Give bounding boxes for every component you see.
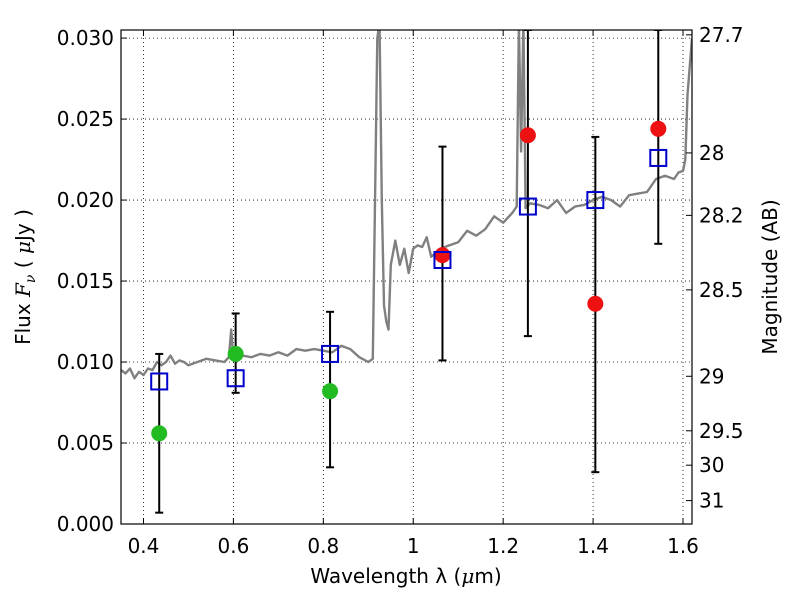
x-tick-label: 0.8 (307, 534, 339, 558)
plot-frame (120, 29, 693, 525)
model-flux-square (226, 369, 245, 388)
model-flux-square (433, 250, 452, 269)
y-tick-label: 0.015 (57, 269, 114, 293)
tick-layer: 0.4 0.6 0.8 1 1.2 1.4 1.6 0.000 0.005 0.010 0.015 0… (57, 23, 744, 558)
photometry-point (322, 383, 339, 400)
y2-tick-label: 31 (699, 489, 724, 513)
y2-tick-label: 28.2 (699, 203, 744, 227)
y-tick-label: 0.010 (57, 350, 114, 374)
model-spectrum-line (121, 30, 692, 380)
y2-tick-label: 27.7 (699, 23, 744, 47)
x-axis-title-mu: μ (461, 564, 474, 588)
x-tick-label: 0.6 (217, 534, 249, 558)
model-flux-square (321, 344, 340, 363)
model-flux-square (649, 148, 668, 167)
x-tick-label: 0.4 (128, 534, 160, 558)
y-tick-label: 0.005 (57, 431, 114, 455)
photometry-point (650, 120, 667, 137)
x-axis-title: Wavelength λ (μm) (310, 564, 501, 588)
y2-tick-label: 28.5 (699, 278, 744, 302)
photometry-point (227, 345, 244, 362)
model-flux-square (586, 191, 605, 210)
photometry-point (587, 295, 604, 312)
spectrum-layer (121, 30, 692, 380)
y2-tick-label: 30 (699, 453, 724, 477)
y2-tick-label: 28 (699, 141, 724, 165)
y-tick-label: 0.025 (57, 107, 114, 131)
y-axis-title-subscript: ν (23, 274, 39, 283)
x-tick-label: 1 (407, 534, 420, 558)
y-axis-title: Flux Fν ( μJy ) (11, 209, 39, 345)
model-flux-square (150, 372, 169, 391)
y-axis-title-unit: Jy ) (11, 209, 35, 243)
photometry-point (519, 127, 536, 144)
y-axis-title-prefix: Flux (11, 297, 35, 345)
y-tick-label: 0.030 (57, 26, 114, 50)
x-tick-label: 1.2 (487, 534, 519, 558)
y-axis-title-mid: ( (11, 254, 35, 275)
marker-layer (150, 120, 668, 442)
y-axis-title-mu: μ (11, 241, 35, 254)
y-tick-label: 0.000 (57, 512, 114, 536)
y2-tick-label: 29.5 (699, 419, 744, 443)
x-tick-label: 1.6 (667, 534, 699, 558)
x-axis-title-prefix: Wavelength λ ( (310, 564, 461, 588)
y-axis-title-variable: F (11, 282, 35, 298)
photometry-point (151, 425, 168, 442)
right-axis-title: Magnitude (AB) (758, 199, 782, 354)
model-flux-square (518, 197, 537, 216)
y-tick-label: 0.020 (57, 188, 114, 212)
y2-tick-label: 29 (699, 364, 724, 388)
x-axis-title-unit: m) (474, 564, 501, 588)
photometry-point (434, 247, 451, 264)
x-tick-label: 1.4 (577, 534, 609, 558)
